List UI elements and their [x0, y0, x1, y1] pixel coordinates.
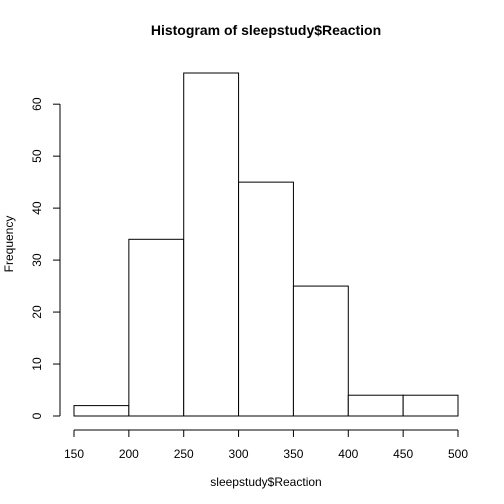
y-axis: 0 10 20 30 40 50 60: [30, 97, 61, 419]
y-tick-label-3: 30: [30, 253, 44, 267]
histogram-bar-6: [402, 394, 459, 417]
y-tick-label-4: 40: [30, 201, 44, 215]
x-tick-label-5: 400: [338, 447, 358, 461]
histogram-bar-4: [292, 285, 349, 417]
y-axis-label: Frequency: [2, 216, 16, 273]
y-tick-label-0: 0: [30, 412, 44, 419]
x-tick-label-1: 200: [119, 447, 139, 461]
y-tick-label-2: 20: [30, 305, 44, 319]
x-tick-label-6: 450: [393, 447, 413, 461]
y-tick-label-5: 50: [30, 149, 44, 163]
x-tick-label-0: 150: [64, 447, 84, 461]
x-tick-label-7: 500: [448, 447, 468, 461]
x-tick-label-3: 300: [229, 447, 249, 461]
x-axis-label: sleepstudy$Reaction: [210, 475, 321, 489]
chart-title: Histogram of sleepstudy$Reaction: [151, 22, 381, 38]
histogram-bar-5: [347, 394, 404, 417]
histogram-bar-2: [183, 72, 240, 417]
x-axis: 150 200 250 300 350 400 450 500: [64, 429, 468, 461]
histogram-bar-1: [128, 238, 185, 417]
x-tick-label-2: 250: [174, 447, 194, 461]
y-tick-label-1: 10: [30, 357, 44, 371]
histogram-bar-0: [73, 405, 130, 417]
bars-group: [73, 72, 459, 417]
y-tick-label-6: 60: [30, 97, 44, 111]
x-tick-label-4: 350: [283, 447, 303, 461]
histogram-bar-3: [238, 181, 294, 417]
